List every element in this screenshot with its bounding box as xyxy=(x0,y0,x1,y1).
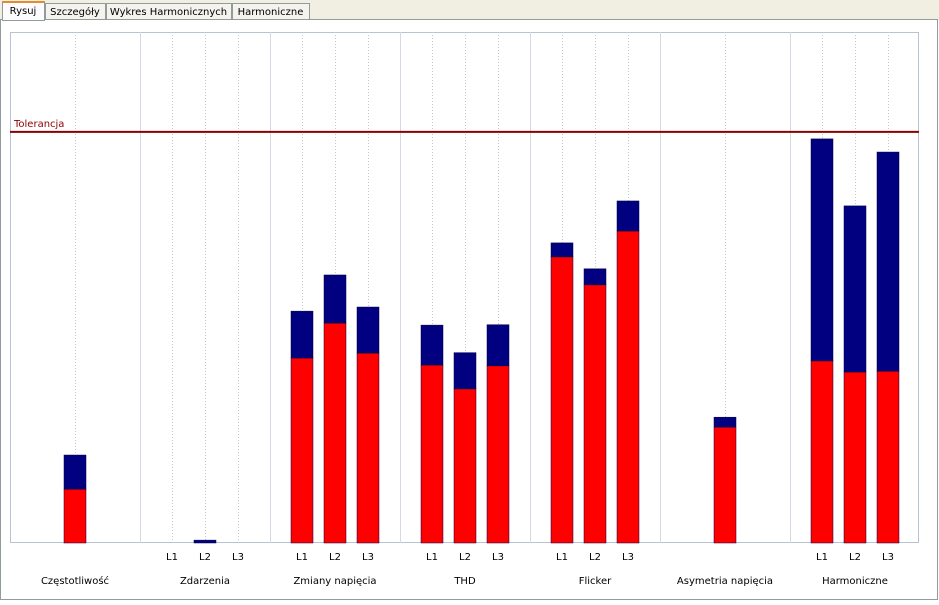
bar-segment xyxy=(583,284,607,544)
bar-segment xyxy=(843,205,867,373)
phase-label: L3 xyxy=(232,552,244,563)
phase-label: L2 xyxy=(849,552,861,563)
bar-segment xyxy=(420,324,444,366)
phase-label: L3 xyxy=(622,552,634,563)
bar-segment xyxy=(616,200,640,232)
bar-segment xyxy=(843,371,867,544)
group-label: Częstotliwość xyxy=(41,575,109,587)
phase-label: L1 xyxy=(296,552,308,563)
phase-label: L2 xyxy=(329,552,341,563)
phase-label: L1 xyxy=(426,552,438,563)
bar-segment xyxy=(323,274,347,324)
bar-segment xyxy=(713,426,737,544)
group-label: Flicker xyxy=(579,576,612,587)
phase-label: L2 xyxy=(589,552,601,563)
group-label: THD xyxy=(453,576,476,587)
bar-segment xyxy=(486,324,510,367)
phase-label: L1 xyxy=(556,552,568,563)
bar-segment xyxy=(810,138,834,362)
bar-segment xyxy=(616,230,640,544)
bar-segment xyxy=(876,370,900,544)
bar-segment xyxy=(453,388,477,544)
bar-segment xyxy=(323,322,347,544)
phase-label: L1 xyxy=(816,552,828,563)
group-label: Zmiany napięcia xyxy=(293,576,376,587)
bar-segment xyxy=(550,256,574,544)
tab[interactable] xyxy=(106,3,232,20)
bar-segment xyxy=(583,268,607,286)
tab-label[interactable]: Szczegóły xyxy=(50,6,100,18)
bar-segment xyxy=(290,310,314,359)
tab-highlight xyxy=(2,1,45,3)
bar-segment xyxy=(290,357,314,544)
bar-segment xyxy=(453,352,477,390)
group-label: Asymetria napięcia xyxy=(677,576,773,587)
tab-label[interactable]: Rysuj xyxy=(10,6,37,17)
bar-segment xyxy=(193,539,217,544)
bar-segment xyxy=(550,242,574,258)
phase-label: L2 xyxy=(459,552,471,563)
bar-segment xyxy=(486,365,510,544)
bar-segment xyxy=(713,416,737,428)
bar-segment xyxy=(810,360,834,544)
tab-label[interactable]: Wykres Harmonicznych xyxy=(110,7,227,18)
group-label: Harmoniczne xyxy=(822,576,888,587)
bar-segment xyxy=(356,352,380,544)
phase-label: L3 xyxy=(362,552,374,563)
tab[interactable] xyxy=(45,3,106,20)
bar-segment xyxy=(63,488,87,544)
tab[interactable] xyxy=(232,3,310,20)
phase-label: L1 xyxy=(166,552,178,563)
bar-segment xyxy=(420,364,444,544)
phase-label: L3 xyxy=(882,552,894,563)
bar-segment xyxy=(356,306,380,354)
tab-label[interactable]: Harmoniczne xyxy=(238,7,304,18)
phase-label: L2 xyxy=(199,552,211,563)
phase-label: L3 xyxy=(492,552,504,563)
bar-segment xyxy=(876,151,900,372)
group-label: Zdarzenia xyxy=(180,576,230,587)
bar-segment xyxy=(63,454,87,490)
tolerance-label: Tolerancja xyxy=(13,119,64,130)
